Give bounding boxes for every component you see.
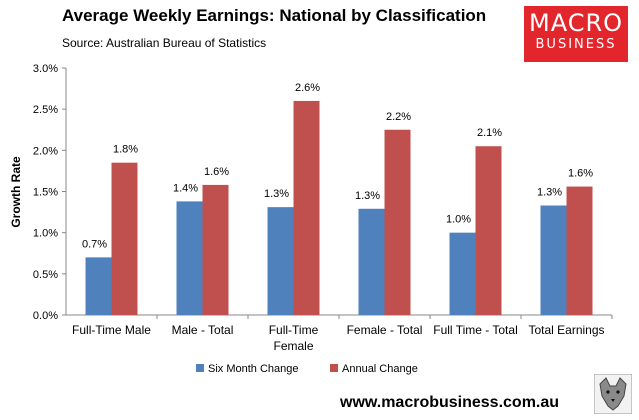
bar [267, 207, 294, 315]
legend-swatch [196, 364, 204, 372]
y-tick-label: 0.5% [33, 269, 58, 281]
data-label: 1.4% [173, 182, 198, 194]
bar [111, 162, 138, 315]
x-tick-label: Female [273, 339, 313, 353]
bar [384, 129, 411, 315]
bar [358, 208, 385, 315]
chart-subtitle: Source: Australian Bureau of Statistics [62, 36, 267, 50]
bar [202, 184, 229, 315]
legend-label: Six Month Change [208, 363, 299, 375]
bar [293, 100, 320, 315]
x-tick-label: Total Earnings [528, 323, 604, 337]
data-label: 2.2% [386, 111, 411, 123]
bar [475, 146, 502, 315]
data-label: 1.3% [355, 190, 380, 202]
y-axis-title: Growth Rate [9, 156, 23, 228]
macrobusiness-logo: MACRO BUSINESS [524, 6, 628, 62]
y-tick-label: 2.0% [33, 145, 58, 157]
y-tick-label: 1.0% [33, 228, 58, 240]
bar [540, 205, 567, 315]
y-tick-label: 0.0% [33, 310, 58, 322]
bar [566, 186, 593, 315]
data-label: 1.3% [537, 186, 562, 198]
wolf-icon [594, 374, 632, 414]
website-url: www.macrobusiness.com.au [340, 394, 560, 411]
x-tick-label: Male - Total [172, 323, 234, 337]
data-label: 2.6% [295, 82, 320, 94]
data-label: 2.1% [477, 127, 502, 139]
logo-line-1: MACRO [528, 9, 624, 37]
x-tick-label: Full-Time Male [72, 323, 151, 337]
x-tick-label: Full Time - Total [433, 323, 517, 337]
data-label: 1.3% [264, 188, 289, 200]
data-label: 1.6% [204, 166, 229, 178]
data-label: 1.6% [568, 168, 593, 180]
y-tick-label: 3.0% [33, 63, 58, 75]
bar [176, 201, 203, 315]
y-tick-label: 2.5% [33, 104, 58, 116]
data-label: 1.0% [446, 214, 471, 226]
x-tick-label: Full-Time [269, 323, 319, 337]
y-tick-label: 1.5% [33, 187, 58, 199]
data-label: 1.8% [113, 144, 138, 156]
logo-line-2: BUSINESS [535, 37, 617, 52]
bar [449, 232, 476, 315]
x-tick-label: Female - Total [347, 323, 423, 337]
bar [85, 257, 112, 315]
legend-label: Annual Change [342, 363, 418, 375]
chart-title: Average Weekly Earnings: National by Cla… [62, 6, 487, 25]
legend-swatch [330, 364, 338, 372]
data-label: 0.7% [82, 238, 107, 250]
